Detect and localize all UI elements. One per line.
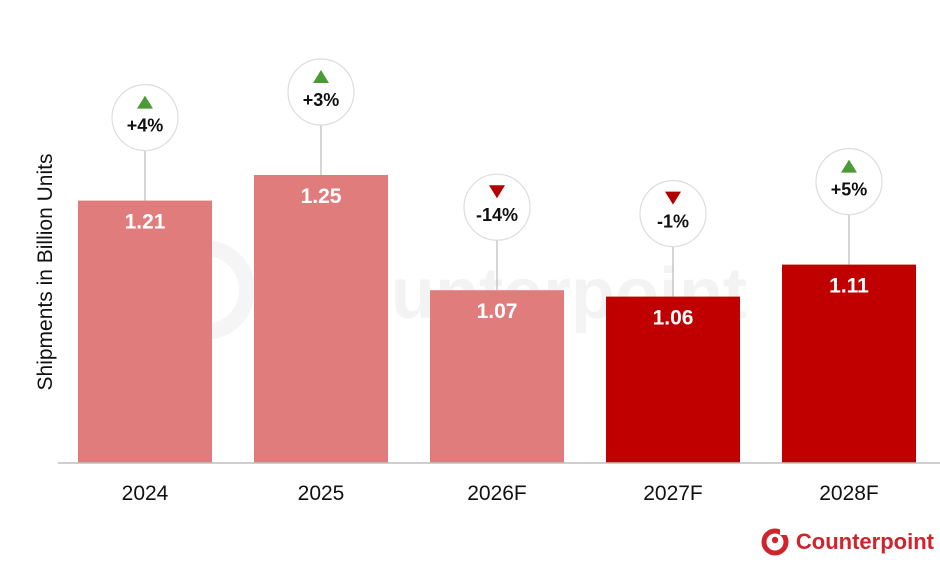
x-tick-label: 2028F [819, 482, 879, 505]
counterpoint-logo-icon [761, 527, 789, 556]
callout-bubble [111, 83, 179, 152]
callout-bubble [639, 180, 707, 248]
y-axis-label: Shipments in Billion Units [34, 154, 57, 391]
yoy-change-label: +4% [127, 116, 164, 136]
bar [606, 296, 740, 463]
x-tick-label: 2026F [467, 482, 527, 505]
yoy-change-label: -14% [476, 205, 518, 225]
brand-name: Counterpoint [795, 529, 934, 554]
triangle-up-icon [841, 159, 857, 173]
bar-value-label: 1.06 [653, 307, 694, 330]
brand-logo: Counterpoint [760, 527, 934, 557]
triangle-down-icon [665, 191, 681, 205]
bar [782, 264, 916, 463]
callout-bubble [463, 173, 531, 241]
bar [254, 175, 388, 463]
callout-bubble [287, 58, 355, 126]
bar [430, 290, 564, 463]
yoy-change-label: +5% [831, 180, 868, 200]
yoy-change-label: -1% [657, 212, 689, 232]
x-tick-label: 2024 [122, 482, 169, 505]
triangle-down-icon [489, 185, 505, 199]
bar-value-label: 1.11 [829, 275, 869, 298]
yoy-change-label: +3% [303, 90, 340, 110]
x-tick-label: 2027F [643, 482, 703, 505]
bar [78, 200, 212, 463]
bar-value-label: 1.25 [301, 185, 342, 208]
bar-value-label: 1.21 [125, 211, 166, 234]
callout-bubble [815, 148, 883, 216]
x-tick-label: 2025 [298, 482, 345, 505]
triangle-up-icon [313, 70, 329, 83]
triangle-up-icon [137, 95, 153, 109]
bar-value-label: 1.07 [477, 300, 518, 323]
